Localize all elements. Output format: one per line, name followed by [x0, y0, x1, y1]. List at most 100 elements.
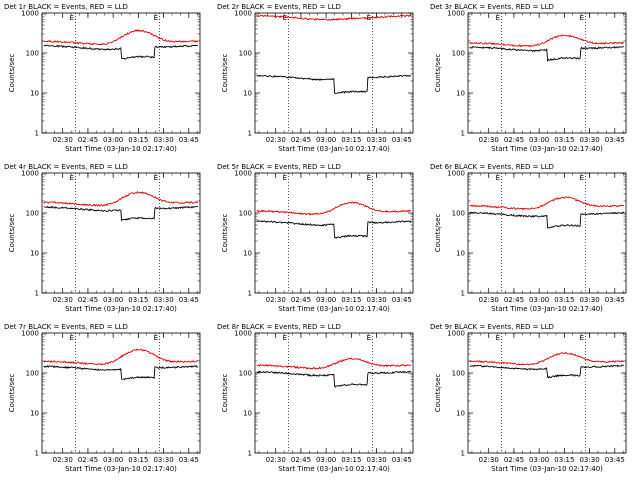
eclipse-marker-label: E	[154, 14, 158, 22]
x-axis-label: Start Time (03-Jan-10 02:17:40)	[491, 465, 603, 473]
y-axis-label: Counts/sec	[434, 214, 442, 253]
detector-plot-5: Det 5r BLACK = Events, RED = LLD 1 10 100 10…	[217, 163, 414, 313]
y-tick-label: 100	[26, 370, 39, 378]
events-series-line	[256, 370, 412, 388]
x-tick-label: 03:45	[392, 456, 412, 464]
y-tick-label: 10	[30, 410, 39, 418]
y-axis-label: Counts/sec	[221, 374, 229, 413]
x-tick-label: 03:30	[579, 456, 599, 464]
eclipse-marker-label: E	[496, 334, 500, 342]
y-tick-label: 1000	[21, 170, 39, 178]
y-tick-label: 100	[239, 370, 252, 378]
y-axis-label: Counts/sec	[434, 54, 442, 93]
x-tick-label: 03:15	[554, 136, 574, 144]
eclipse-marker-label: E	[70, 174, 74, 182]
plot-frame	[41, 172, 201, 294]
x-tick-label: 03:30	[153, 136, 173, 144]
detector-plot-9: Det 9r BLACK = Events, RED = LLD 1 10 100 10…	[430, 323, 627, 473]
x-tick-label: 03:00	[103, 296, 123, 304]
lld-series-line	[43, 348, 199, 366]
eclipse-marker-label: E	[580, 334, 584, 342]
x-tick-label: 02:45	[78, 296, 98, 304]
y-tick-label: 1	[248, 130, 252, 138]
y-axis-label: Counts/sec	[221, 54, 229, 93]
detector-plot-2: Det 2r BLACK = Events, RED = LLD 1 10 100 10…	[217, 3, 414, 153]
x-axis-label: Start Time (03-Jan-10 02:17:40)	[491, 145, 603, 153]
y-axis-label: Counts/sec	[221, 214, 229, 253]
x-tick-label: 02:45	[291, 456, 311, 464]
lld-series-line	[43, 29, 199, 46]
x-tick-label: 03:30	[366, 296, 386, 304]
eclipse-marker-label: E	[496, 14, 500, 22]
detector-plot-4: Det 4r BLACK = Events, RED = LLD 1 10 100 10…	[4, 163, 201, 313]
y-axis-label: Counts/sec	[434, 374, 442, 413]
plot-title: Det 1r BLACK = Events, RED = LLD	[4, 3, 128, 11]
x-tick-label: 03:00	[316, 456, 336, 464]
events-series-line	[469, 211, 625, 229]
y-tick-label: 10	[30, 250, 39, 258]
eclipse-marker-label: E	[70, 14, 74, 22]
x-tick-label: 03:15	[341, 136, 361, 144]
x-tick-label: 02:45	[291, 296, 311, 304]
y-tick-label: 100	[452, 210, 465, 218]
plot-frame	[467, 172, 627, 294]
x-tick-label: 03:00	[103, 136, 123, 144]
x-tick-label: 02:30	[53, 296, 73, 304]
y-tick-label: 1	[248, 450, 252, 458]
y-tick-label: 10	[243, 90, 252, 98]
eclipse-marker-label: E	[283, 334, 287, 342]
x-tick-label: 03:30	[366, 136, 386, 144]
plot-title: Det 6r BLACK = Events, RED = LLD	[430, 163, 554, 171]
y-tick-label: 1	[461, 290, 465, 298]
x-tick-label: 02:45	[504, 296, 524, 304]
eclipse-marker-label: E	[154, 334, 158, 342]
detector-plot-3: Det 3r BLACK = Events, RED = LLD 1 10 100 10…	[430, 3, 627, 153]
x-tick-label: 02:30	[479, 136, 499, 144]
x-tick-label: 03:15	[341, 456, 361, 464]
y-tick-label: 10	[30, 90, 39, 98]
y-tick-label: 1000	[234, 170, 252, 178]
lld-series-line	[256, 14, 412, 21]
plot-title: Det 3r BLACK = Events, RED = LLD	[430, 3, 554, 11]
detector-plot-6: Det 6r BLACK = Events, RED = LLD 1 10 100 10…	[430, 163, 627, 313]
plot-frame	[254, 12, 414, 134]
plot-title: Det 9r BLACK = Events, RED = LLD	[430, 323, 554, 331]
y-tick-label: 100	[239, 210, 252, 218]
y-tick-label: 1	[35, 130, 39, 138]
x-tick-label: 03:45	[605, 456, 625, 464]
x-tick-label: 03:45	[179, 456, 199, 464]
x-tick-label: 03:45	[392, 296, 412, 304]
x-tick-label: 03:15	[341, 296, 361, 304]
x-tick-label: 03:30	[579, 296, 599, 304]
plot-title: Det 5r BLACK = Events, RED = LLD	[217, 163, 341, 171]
x-tick-label: 03:45	[179, 296, 199, 304]
plot-frame	[254, 332, 414, 454]
lld-series-line	[469, 196, 624, 211]
y-tick-label: 100	[26, 210, 39, 218]
y-tick-label: 10	[456, 90, 465, 98]
x-tick-label: 02:45	[78, 136, 98, 144]
plot-frame	[41, 12, 201, 134]
x-tick-label: 03:15	[128, 136, 148, 144]
x-tick-label: 03:00	[529, 456, 549, 464]
plot-frame	[254, 172, 414, 294]
events-series-line	[43, 364, 199, 380]
y-tick-label: 1000	[447, 330, 465, 338]
y-axis-label: Counts/sec	[8, 214, 16, 253]
x-tick-label: 03:15	[128, 456, 148, 464]
eclipse-marker-label: E	[154, 174, 158, 182]
y-tick-label: 1	[248, 290, 252, 298]
y-tick-label: 1000	[447, 10, 465, 18]
y-tick-label: 1000	[21, 330, 39, 338]
x-tick-label: 03:45	[179, 136, 199, 144]
y-axis-label: Counts/sec	[8, 54, 16, 93]
x-tick-label: 03:15	[128, 296, 148, 304]
plot-title: Det 7r BLACK = Events, RED = LLD	[4, 323, 128, 331]
y-tick-label: 100	[452, 50, 465, 58]
x-tick-label: 03:45	[605, 136, 625, 144]
y-tick-label: 10	[243, 250, 252, 258]
x-tick-label: 03:00	[316, 296, 336, 304]
plot-frame	[41, 332, 201, 454]
x-tick-label: 02:30	[266, 456, 286, 464]
eclipse-marker-label: E	[70, 334, 74, 342]
